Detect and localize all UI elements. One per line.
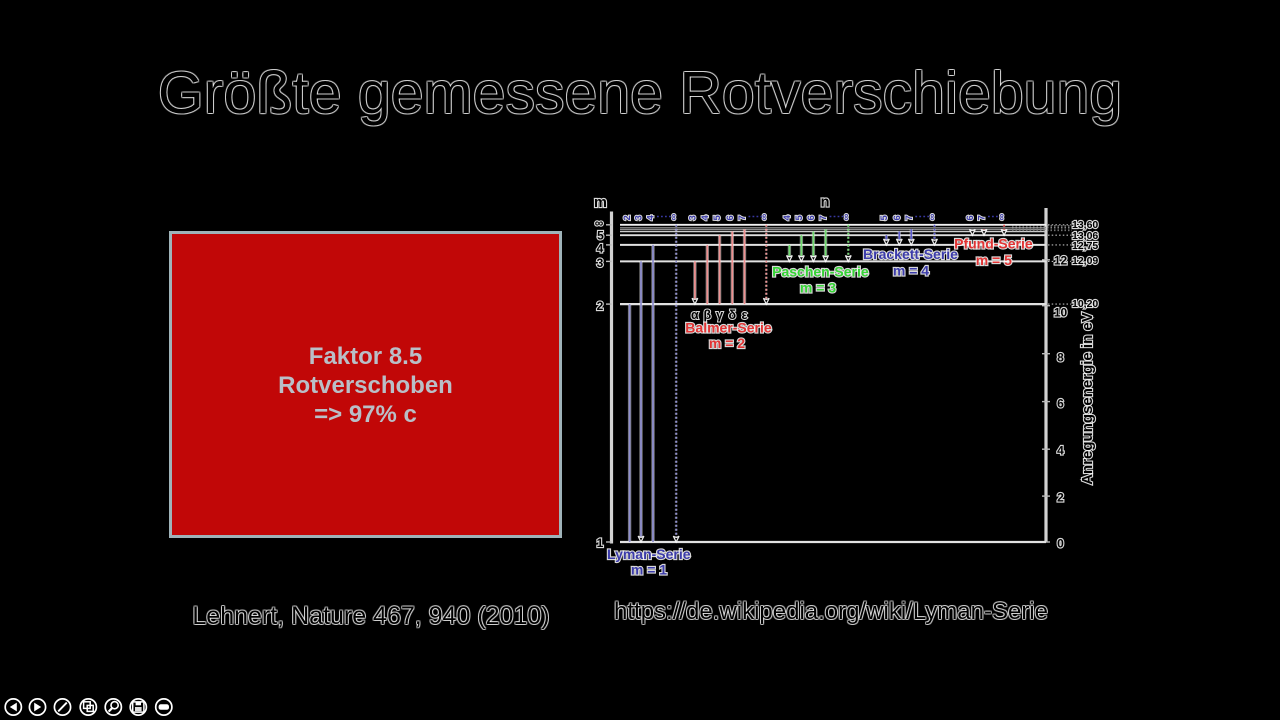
svg-text:∞: ∞: [927, 214, 938, 221]
svg-text:10: 10: [1054, 306, 1068, 320]
svg-text:Brackett-Serie: Brackett-Serie: [863, 246, 958, 262]
svg-text:12,75: 12,75: [1072, 240, 1098, 252]
svg-text:∞: ∞: [669, 214, 680, 221]
svg-text:4: 4: [646, 215, 657, 221]
svg-text:m = 2: m = 2: [709, 335, 745, 351]
svg-text:2: 2: [1057, 491, 1064, 505]
svg-text:12,09: 12,09: [1072, 255, 1098, 267]
svg-text:12: 12: [1054, 254, 1068, 268]
svg-text:10,20: 10,20: [1072, 298, 1098, 310]
svg-text:∞: ∞: [759, 214, 770, 221]
svg-text:Anregungsenergie in eV: Anregungsenergie in eV: [1079, 312, 1096, 485]
svg-text:4: 4: [782, 215, 793, 221]
svg-text:γ: γ: [716, 308, 723, 322]
svg-text:4: 4: [597, 241, 604, 255]
svg-text:3: 3: [687, 215, 698, 220]
svg-text:2: 2: [622, 215, 633, 220]
svg-text:6: 6: [725, 215, 736, 220]
svg-text:∞: ∞: [595, 216, 604, 230]
svg-text:∞: ∞: [841, 214, 852, 221]
svg-text:m: m: [594, 195, 607, 211]
svg-text:Pfund-Serie: Pfund-Serie: [954, 235, 1033, 251]
svg-text:n: n: [821, 195, 830, 211]
svg-text:6: 6: [806, 215, 817, 220]
svg-text:3: 3: [634, 215, 645, 220]
svg-text:7: 7: [977, 215, 988, 220]
svg-text:1: 1: [597, 536, 604, 550]
svg-text:6: 6: [965, 215, 976, 220]
svg-text:7: 7: [737, 215, 748, 220]
svg-text:5: 5: [712, 215, 723, 221]
svg-text:Lyman-Serie: Lyman-Serie: [607, 546, 691, 562]
svg-text:5: 5: [597, 229, 604, 243]
svg-text:5: 5: [879, 215, 890, 221]
svg-text:6: 6: [892, 215, 903, 220]
svg-text:∞: ∞: [997, 214, 1008, 221]
svg-text:m = 3: m = 3: [800, 280, 836, 296]
svg-text:ε: ε: [742, 308, 748, 322]
svg-text:13,06: 13,06: [1072, 230, 1098, 242]
svg-text:β: β: [703, 308, 711, 322]
svg-text:m = 4: m = 4: [893, 263, 929, 279]
svg-text:5: 5: [794, 215, 805, 221]
svg-text:m = 5: m = 5: [976, 252, 1012, 268]
svg-text:7: 7: [904, 215, 915, 220]
svg-text:8: 8: [1057, 351, 1064, 365]
svg-text:0: 0: [1057, 537, 1064, 551]
svg-text:13,60: 13,60: [1072, 219, 1098, 231]
svg-text:2: 2: [597, 299, 604, 313]
svg-text:6: 6: [1057, 397, 1064, 411]
svg-text:4: 4: [1057, 444, 1064, 458]
svg-text:α: α: [691, 308, 699, 322]
svg-text:Paschen-Serie: Paschen-Serie: [772, 264, 869, 280]
svg-text:m = 1: m = 1: [631, 562, 667, 578]
svg-text:3: 3: [597, 256, 604, 270]
svg-text:δ: δ: [729, 308, 737, 322]
svg-text:Balmer-Serie: Balmer-Serie: [685, 319, 772, 335]
svg-text:7: 7: [818, 215, 829, 220]
svg-text:4: 4: [700, 215, 711, 221]
